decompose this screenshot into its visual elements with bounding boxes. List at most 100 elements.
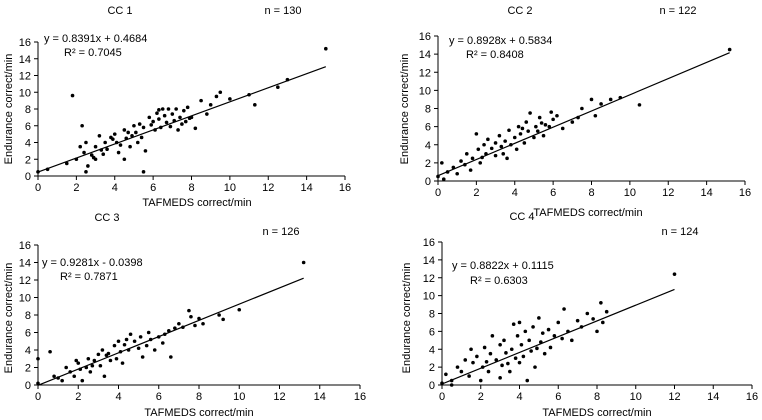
x-tick-label: 12 bbox=[668, 391, 680, 403]
data-point bbox=[524, 120, 529, 124]
x-tick-label: 6 bbox=[555, 391, 561, 403]
data-point bbox=[499, 144, 504, 149]
data-point bbox=[197, 316, 201, 321]
sample-size: n = 130 bbox=[264, 5, 301, 17]
y-tick-label: 8 bbox=[425, 104, 431, 116]
data-point bbox=[476, 147, 481, 152]
data-point bbox=[173, 326, 177, 330]
y-tick-label: 10 bbox=[19, 293, 31, 305]
data-point bbox=[136, 346, 141, 351]
x-tick-label: 0 bbox=[435, 187, 441, 199]
x-tick-label: 8 bbox=[188, 182, 194, 194]
data-point bbox=[130, 134, 134, 138]
data-point bbox=[82, 150, 86, 155]
x-tick-label: 14 bbox=[314, 391, 326, 403]
data-point bbox=[91, 155, 96, 160]
data-point bbox=[120, 361, 125, 365]
x-tick-label: 0 bbox=[35, 391, 41, 403]
data-point bbox=[141, 125, 146, 130]
data-point bbox=[116, 150, 121, 155]
data-point bbox=[470, 156, 475, 161]
data-point bbox=[48, 349, 52, 354]
data-point bbox=[440, 381, 444, 386]
data-point bbox=[64, 161, 69, 166]
data-point bbox=[139, 135, 144, 140]
data-point bbox=[170, 112, 175, 116]
data-point bbox=[122, 128, 127, 132]
data-point bbox=[489, 146, 494, 151]
data-point bbox=[148, 337, 153, 342]
y-tick-label: 12 bbox=[19, 275, 31, 287]
y-tick-label: 16 bbox=[19, 240, 31, 252]
data-point bbox=[604, 309, 609, 314]
data-point bbox=[494, 358, 499, 362]
data-point bbox=[160, 107, 165, 111]
data-point bbox=[134, 130, 138, 135]
data-point bbox=[218, 90, 223, 95]
data-point bbox=[36, 356, 40, 361]
data-point bbox=[464, 152, 469, 156]
data-point bbox=[521, 354, 526, 359]
y-axis-label: Endurance correct/min bbox=[401, 263, 413, 374]
data-point bbox=[112, 343, 117, 348]
data-point bbox=[484, 152, 488, 156]
y-tick-label: 10 bbox=[423, 291, 435, 303]
y-tick-label: 0 bbox=[25, 380, 31, 392]
y-tick-label: 6 bbox=[25, 328, 31, 340]
data-point bbox=[493, 153, 498, 158]
y-axis-label: Endurance correct/min bbox=[3, 263, 15, 374]
x-tick-label: 8 bbox=[594, 391, 600, 403]
data-point bbox=[118, 349, 123, 354]
data-point bbox=[86, 356, 91, 361]
data-point bbox=[505, 156, 509, 161]
x-tick-label: 10 bbox=[624, 187, 636, 199]
data-point bbox=[517, 360, 522, 365]
data-point bbox=[84, 365, 89, 370]
data-point bbox=[523, 329, 528, 334]
data-point bbox=[542, 351, 547, 356]
data-point bbox=[526, 129, 530, 133]
x-tick-label: 6 bbox=[150, 182, 156, 194]
y-tick-label: 2 bbox=[25, 154, 31, 166]
data-point bbox=[490, 334, 495, 338]
data-point bbox=[80, 378, 85, 383]
data-point bbox=[591, 317, 595, 321]
x-tick-label: 10 bbox=[630, 391, 642, 403]
data-point bbox=[493, 141, 498, 145]
y-tick-label: 16 bbox=[419, 31, 431, 43]
data-point bbox=[228, 97, 232, 101]
data-point bbox=[253, 103, 257, 107]
data-point bbox=[97, 134, 102, 138]
x-tick-label: 4 bbox=[512, 187, 518, 199]
data-point bbox=[525, 378, 530, 383]
data-point bbox=[518, 132, 523, 136]
data-point bbox=[89, 153, 94, 157]
y-tick-label: 2 bbox=[429, 362, 435, 374]
data-point bbox=[549, 110, 554, 114]
data-point bbox=[516, 124, 521, 129]
data-point bbox=[36, 381, 40, 386]
data-point bbox=[214, 94, 219, 99]
data-point bbox=[160, 341, 165, 345]
data-point bbox=[531, 325, 535, 329]
data-point bbox=[468, 168, 473, 172]
data-point bbox=[116, 339, 121, 344]
data-point bbox=[509, 142, 513, 147]
y-tick-label: 10 bbox=[419, 85, 431, 97]
data-point bbox=[441, 177, 446, 181]
data-point bbox=[508, 369, 512, 374]
data-point bbox=[560, 336, 564, 341]
data-point bbox=[478, 161, 483, 165]
data-point bbox=[507, 128, 511, 133]
data-point bbox=[595, 329, 599, 334]
data-point bbox=[68, 370, 72, 374]
panel-title: CC 2 bbox=[507, 5, 532, 17]
data-point bbox=[221, 317, 225, 322]
data-point bbox=[205, 112, 209, 116]
data-point bbox=[482, 142, 486, 147]
data-point bbox=[137, 122, 142, 126]
x-tick-label: 6 bbox=[156, 391, 162, 403]
x-axis-label: TAFMEDS correct/min bbox=[533, 207, 642, 219]
data-point bbox=[547, 124, 552, 129]
data-point bbox=[122, 157, 127, 162]
